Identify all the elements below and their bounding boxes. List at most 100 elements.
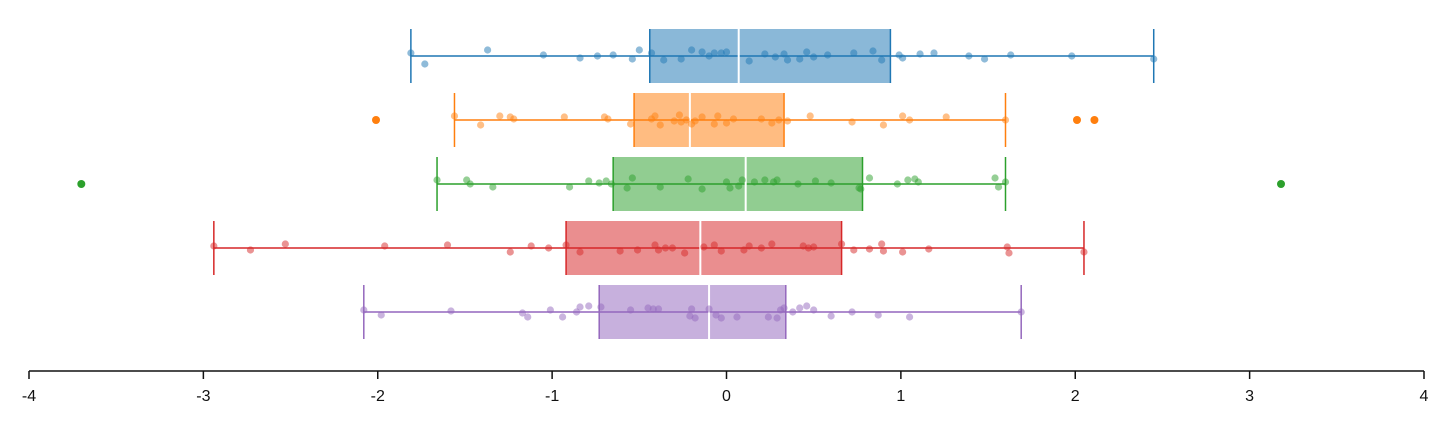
data-point [609, 51, 617, 59]
data-point [616, 247, 624, 255]
data-point [651, 112, 659, 120]
data-point [360, 306, 368, 314]
data-point [691, 117, 699, 125]
data-point [527, 242, 535, 250]
data-point [717, 247, 725, 255]
data-point [597, 303, 605, 311]
data-point [565, 183, 574, 191]
outlier-point [1072, 116, 1081, 124]
data-point [773, 314, 781, 322]
x-tick-label: 1 [896, 388, 905, 405]
data-point [684, 175, 692, 183]
data-point [930, 49, 938, 57]
data-point [710, 49, 718, 57]
data-point [764, 313, 772, 321]
data-point [681, 249, 689, 257]
data-point [210, 242, 218, 250]
data-point [848, 118, 856, 126]
data-point [635, 46, 643, 54]
data-point [729, 115, 738, 123]
data-point [878, 56, 886, 64]
data-point [783, 56, 792, 64]
data-point [698, 113, 706, 121]
data-point [585, 302, 593, 310]
box-series-2 [372, 93, 1099, 147]
data-point [576, 248, 584, 256]
data-point [593, 52, 602, 60]
data-point [794, 180, 802, 188]
data-point [649, 305, 657, 313]
data-point [803, 302, 811, 310]
data-point [806, 112, 814, 120]
data-point [668, 244, 677, 252]
data-point [506, 248, 514, 256]
boxes-layer [77, 29, 1286, 339]
data-point [991, 174, 999, 182]
data-point [560, 113, 568, 121]
data-point [1001, 178, 1010, 186]
x-tick-label: 3 [1245, 388, 1254, 405]
data-point [796, 55, 804, 63]
data-point [865, 245, 874, 253]
data-point [477, 121, 485, 129]
data-point [654, 246, 663, 254]
data-point [750, 178, 759, 186]
data-point [562, 241, 570, 249]
data-point [905, 116, 914, 124]
x-tick-label: -2 [371, 388, 385, 405]
data-point [496, 112, 504, 120]
data-point [761, 176, 769, 184]
data-point [633, 246, 642, 254]
box-series-4 [210, 221, 1088, 275]
data-point [1080, 248, 1088, 256]
data-point [899, 248, 907, 256]
data-point [745, 242, 753, 250]
iqr-box [649, 29, 891, 83]
data-point [604, 115, 612, 123]
outlier-point [372, 116, 381, 124]
data-point [738, 176, 746, 184]
data-point [869, 47, 877, 55]
data-point [994, 183, 1003, 191]
data-point [857, 185, 865, 193]
data-point [585, 177, 593, 185]
data-point [691, 314, 699, 322]
data-point [783, 117, 792, 125]
data-point [878, 240, 886, 248]
data-point [705, 52, 713, 60]
data-point [651, 241, 659, 249]
data-point [899, 112, 907, 120]
data-point [757, 115, 765, 123]
x-tick-label: -1 [545, 388, 559, 405]
data-point [602, 177, 610, 185]
data-point [628, 174, 636, 182]
data-point [827, 179, 835, 187]
x-axis: -4 -3 -2 -1 0 1 2 3 4 [22, 370, 1429, 405]
data-point [771, 53, 779, 61]
data-point [647, 49, 656, 57]
data-point [489, 183, 497, 191]
data-point [717, 314, 725, 322]
data-point [773, 176, 781, 184]
data-point [714, 112, 722, 120]
data-point [810, 306, 818, 314]
data-point [905, 313, 914, 321]
data-point [246, 246, 255, 254]
data-point [677, 55, 685, 63]
data-point [628, 55, 636, 63]
data-point [757, 244, 765, 252]
data-point [893, 180, 901, 188]
outlier-point [1277, 180, 1286, 188]
data-point [607, 180, 616, 188]
data-point [710, 241, 718, 249]
data-point [768, 240, 776, 248]
data-point [626, 120, 635, 128]
data-point [712, 311, 720, 319]
data-point [682, 116, 690, 124]
data-point [421, 60, 429, 68]
x-tick-label: -3 [196, 388, 210, 405]
data-point [879, 247, 888, 255]
data-point [914, 178, 922, 186]
x-tick-label: 2 [1071, 388, 1080, 405]
x-tick-label: 4 [1420, 388, 1429, 405]
